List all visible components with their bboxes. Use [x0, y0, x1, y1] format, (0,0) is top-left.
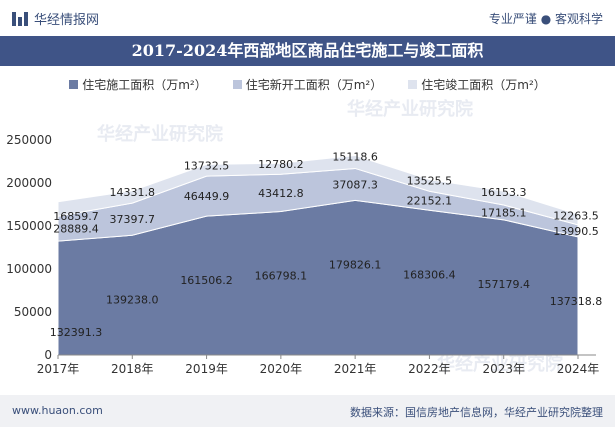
y-tick-label: 200000	[6, 176, 52, 190]
data-label: 132391.3	[50, 326, 103, 339]
legend-label: 住宅施工面积（万m²）	[82, 77, 207, 92]
area-series-3	[57, 154, 579, 226]
legend-label: 住宅新开工面积（万m²）	[245, 77, 383, 92]
data-label: 14331.8	[110, 186, 156, 199]
x-tick-label: 2017年	[37, 362, 80, 376]
legend-label: 住宅竣工面积（万m²）	[421, 77, 546, 92]
data-label: 16153.3	[481, 186, 527, 199]
data-label: 166798.1	[255, 270, 308, 283]
data-label: 16859.7	[53, 210, 99, 223]
top-bar: 华经情报网 专业严谨 ● 客观科学	[0, 0, 615, 36]
x-tick-label: 2021年	[334, 362, 377, 376]
watermark-text: 华经产业研究院	[347, 98, 473, 120]
legend-swatch	[69, 79, 79, 89]
chart-title: 2017-2024年西部地区商品住宅施工与竣工面积	[0, 36, 615, 66]
watermark-text: 华经产业研究院	[437, 353, 563, 375]
data-label: 179826.1	[329, 258, 382, 271]
chart-legend: 住宅施工面积（万m²） 住宅新开工面积（万m²） 住宅竣工面积（万m²）	[0, 74, 615, 94]
data-label: 17185.1	[481, 206, 527, 219]
legend-swatch	[232, 79, 242, 89]
data-label: 43412.8	[258, 187, 304, 200]
data-label: 13732.5	[184, 159, 230, 172]
data-label: 161506.2	[180, 274, 233, 287]
data-label: 12780.2	[258, 158, 304, 171]
y-tick-label: 100000	[6, 262, 52, 276]
x-tick-label: 2019年	[185, 362, 228, 376]
footer: www.huaon.com 数据来源：国信房地产信息网，华经产业研究院整理	[0, 395, 615, 427]
data-label: 139238.0	[106, 293, 159, 306]
data-label: 137318.8	[550, 295, 603, 308]
legend-item-1[interactable]: 住宅施工面积（万m²）	[69, 74, 207, 94]
brand-name: 华经情报网	[34, 13, 100, 28]
x-tick-label: 2022年	[408, 362, 451, 376]
legend-swatch	[408, 79, 418, 89]
data-label: 22152.1	[407, 195, 453, 208]
brand[interactable]: 华经情报网	[12, 9, 99, 28]
x-tick-label: 2020年	[260, 362, 303, 376]
tagline: 专业严谨 ● 客观科学	[488, 12, 603, 26]
data-label: 157179.4	[477, 278, 530, 291]
y-tick-label: 50000	[14, 305, 52, 319]
data-label: 13525.5	[407, 175, 453, 188]
x-tick-label: 2023年	[482, 362, 525, 376]
data-label: 37397.7	[110, 213, 156, 226]
legend-item-3[interactable]: 住宅竣工面积（万m²）	[408, 74, 546, 94]
data-label: 37087.3	[332, 178, 378, 191]
watermark-text: 华经产业研究院	[97, 123, 223, 145]
y-tick-label: 150000	[6, 219, 52, 233]
x-tick-label: 2018年	[111, 362, 154, 376]
data-label: 15118.6	[332, 150, 378, 163]
footer-source: 数据来源：国信房地产信息网，华经产业研究院整理	[350, 406, 603, 419]
legend-item-2[interactable]: 住宅新开工面积（万m²）	[232, 74, 383, 94]
data-label: 12263.5	[553, 209, 599, 222]
footer-url[interactable]: www.huaon.com	[12, 404, 103, 417]
y-tick-label: 250000	[6, 133, 52, 147]
data-label: 46449.9	[184, 190, 230, 203]
brand-logo-icon	[12, 11, 28, 26]
x-tick-label: 2024年	[557, 362, 600, 376]
y-tick-label: 0	[44, 348, 52, 362]
data-label: 168306.4	[403, 268, 456, 281]
data-label: 13990.5	[553, 225, 599, 238]
data-label: 28889.4	[53, 223, 99, 236]
